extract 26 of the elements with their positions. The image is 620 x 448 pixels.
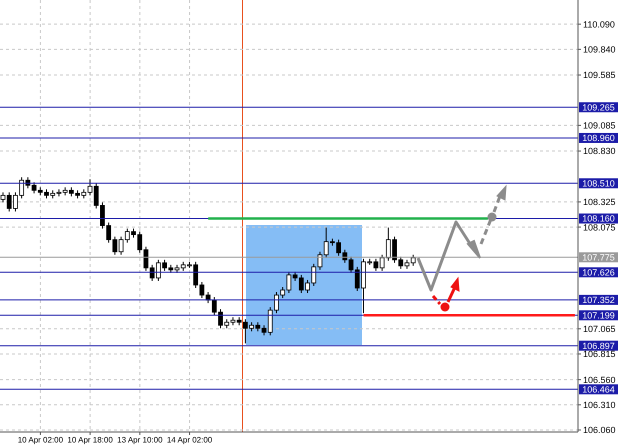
y-tick-label: 106.815 [583, 349, 616, 360]
y-tick-label: 108.325 [583, 197, 616, 208]
ref-line-label: 108.960 [582, 133, 615, 144]
y-tick-label: 107.065 [583, 324, 616, 334]
x-tick-label: 13 Apr 10:00 [117, 436, 164, 445]
x-tick-label: 10 Apr 18:00 [67, 436, 114, 445]
x-tick-label: 10 Apr 02:00 [18, 436, 64, 445]
y-tick-label: 110.090 [583, 19, 615, 30]
y-tick-label: 109.085 [583, 120, 616, 131]
y-tick-label: 108.830 [583, 146, 616, 156]
ref-line-label: 107.352 [582, 295, 615, 306]
ref-line-label: 109.265 [582, 102, 615, 112]
y-tick-label: 108.075 [583, 222, 616, 232]
ref-line-label: 107.775 [582, 252, 615, 262]
ref-line-label: 108.510 [582, 178, 615, 188]
ref-line-label: 106.897 [582, 340, 615, 351]
ref-line-label: 106.464 [582, 384, 615, 395]
y-tick-label: 109.585 [583, 70, 616, 80]
y-tick-label: 109.840 [583, 44, 616, 55]
ref-line-label: 107.199 [582, 310, 615, 320]
y-tick-label: 106.310 [583, 400, 616, 410]
ref-line-label: 108.160 [582, 214, 615, 224]
y-tick-label: 106.060 [583, 425, 616, 436]
x-tick-label: 14 Apr 02:00 [166, 436, 213, 445]
ref-line-label: 107.626 [582, 267, 615, 278]
y-tick-label: 106.560 [583, 374, 616, 385]
